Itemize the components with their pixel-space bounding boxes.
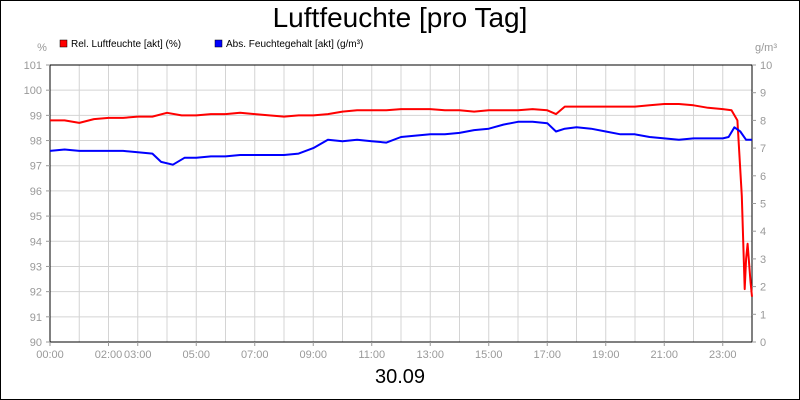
date-label: 30.09 bbox=[374, 366, 426, 388]
y-right-tick-label: 7 bbox=[760, 143, 766, 155]
x-tick-label: 15:00 bbox=[475, 349, 503, 361]
y-left-tick-label: 93 bbox=[30, 261, 42, 273]
y-right-tick-label: 8 bbox=[760, 115, 766, 127]
y-left-tick-label: 91 bbox=[30, 312, 42, 324]
y-right-tick-label: 2 bbox=[760, 282, 766, 294]
grid bbox=[50, 65, 752, 342]
y-right-tick-label: 9 bbox=[760, 88, 766, 100]
y-right-tick-label: 10 bbox=[760, 60, 772, 72]
x-tick-label: 00:00 bbox=[36, 349, 64, 361]
y-right-tick-label: 6 bbox=[760, 171, 766, 183]
x-tick-label: 03:00 bbox=[124, 349, 152, 361]
y-left-tick-label: 90 bbox=[30, 337, 42, 349]
x-tick-label: 23:00 bbox=[709, 349, 737, 361]
series-line-abs-humidity bbox=[49, 120, 752, 166]
y-left-tick-label: 95 bbox=[30, 211, 42, 223]
y-right-tick-label: 0 bbox=[760, 337, 766, 349]
x-tick-label: 11:00 bbox=[358, 349, 385, 361]
y-right-tick-label: 5 bbox=[760, 199, 766, 211]
x-tick-label: 02:00 bbox=[95, 349, 123, 361]
legend-label: Rel. Luftfeuchte [akt] (%) bbox=[71, 39, 181, 50]
legend-swatch bbox=[214, 39, 223, 48]
legend-label: Abs. Feuchtegehalt [akt] (g/m³) bbox=[226, 39, 363, 50]
y-right-tick-label: 1 bbox=[760, 309, 766, 321]
y-right-tick-label: 3 bbox=[760, 254, 766, 266]
y-left-tick-label: 98 bbox=[30, 136, 42, 148]
y-left-tick-label: 101 bbox=[24, 60, 42, 72]
x-tick-label: 17:00 bbox=[533, 349, 561, 361]
x-tick-label: 09:00 bbox=[299, 349, 327, 361]
x-tick-label: 19:00 bbox=[592, 349, 620, 361]
y-left-tick-label: 92 bbox=[30, 287, 42, 299]
series-line-rel-humidity bbox=[50, 103, 753, 297]
x-tick-label: 13:00 bbox=[416, 349, 444, 361]
series-lines bbox=[49, 103, 753, 297]
y-right-tick-label: 4 bbox=[760, 226, 766, 238]
y-left-tick-label: 94 bbox=[30, 236, 42, 248]
y-left-tick-label: 99 bbox=[30, 110, 42, 122]
x-tick-label: 05:00 bbox=[182, 349, 210, 361]
legend: Rel. Luftfeuchte [akt] (%) Abs. Feuchtege… bbox=[59, 39, 363, 50]
y-left-tick-label: 100 bbox=[24, 85, 42, 97]
y-left-unit: % bbox=[37, 42, 47, 54]
y-left-tick-label: 97 bbox=[30, 161, 42, 173]
x-tick-label: 21:00 bbox=[650, 349, 678, 361]
y-right-unit: g/m³ bbox=[755, 42, 777, 54]
chart-title: Luftfeuchte [pro Tag] bbox=[272, 2, 528, 33]
x-tick-label: 07:00 bbox=[241, 349, 269, 361]
legend-swatch bbox=[59, 39, 68, 48]
y-left-tick-label: 96 bbox=[30, 186, 42, 198]
